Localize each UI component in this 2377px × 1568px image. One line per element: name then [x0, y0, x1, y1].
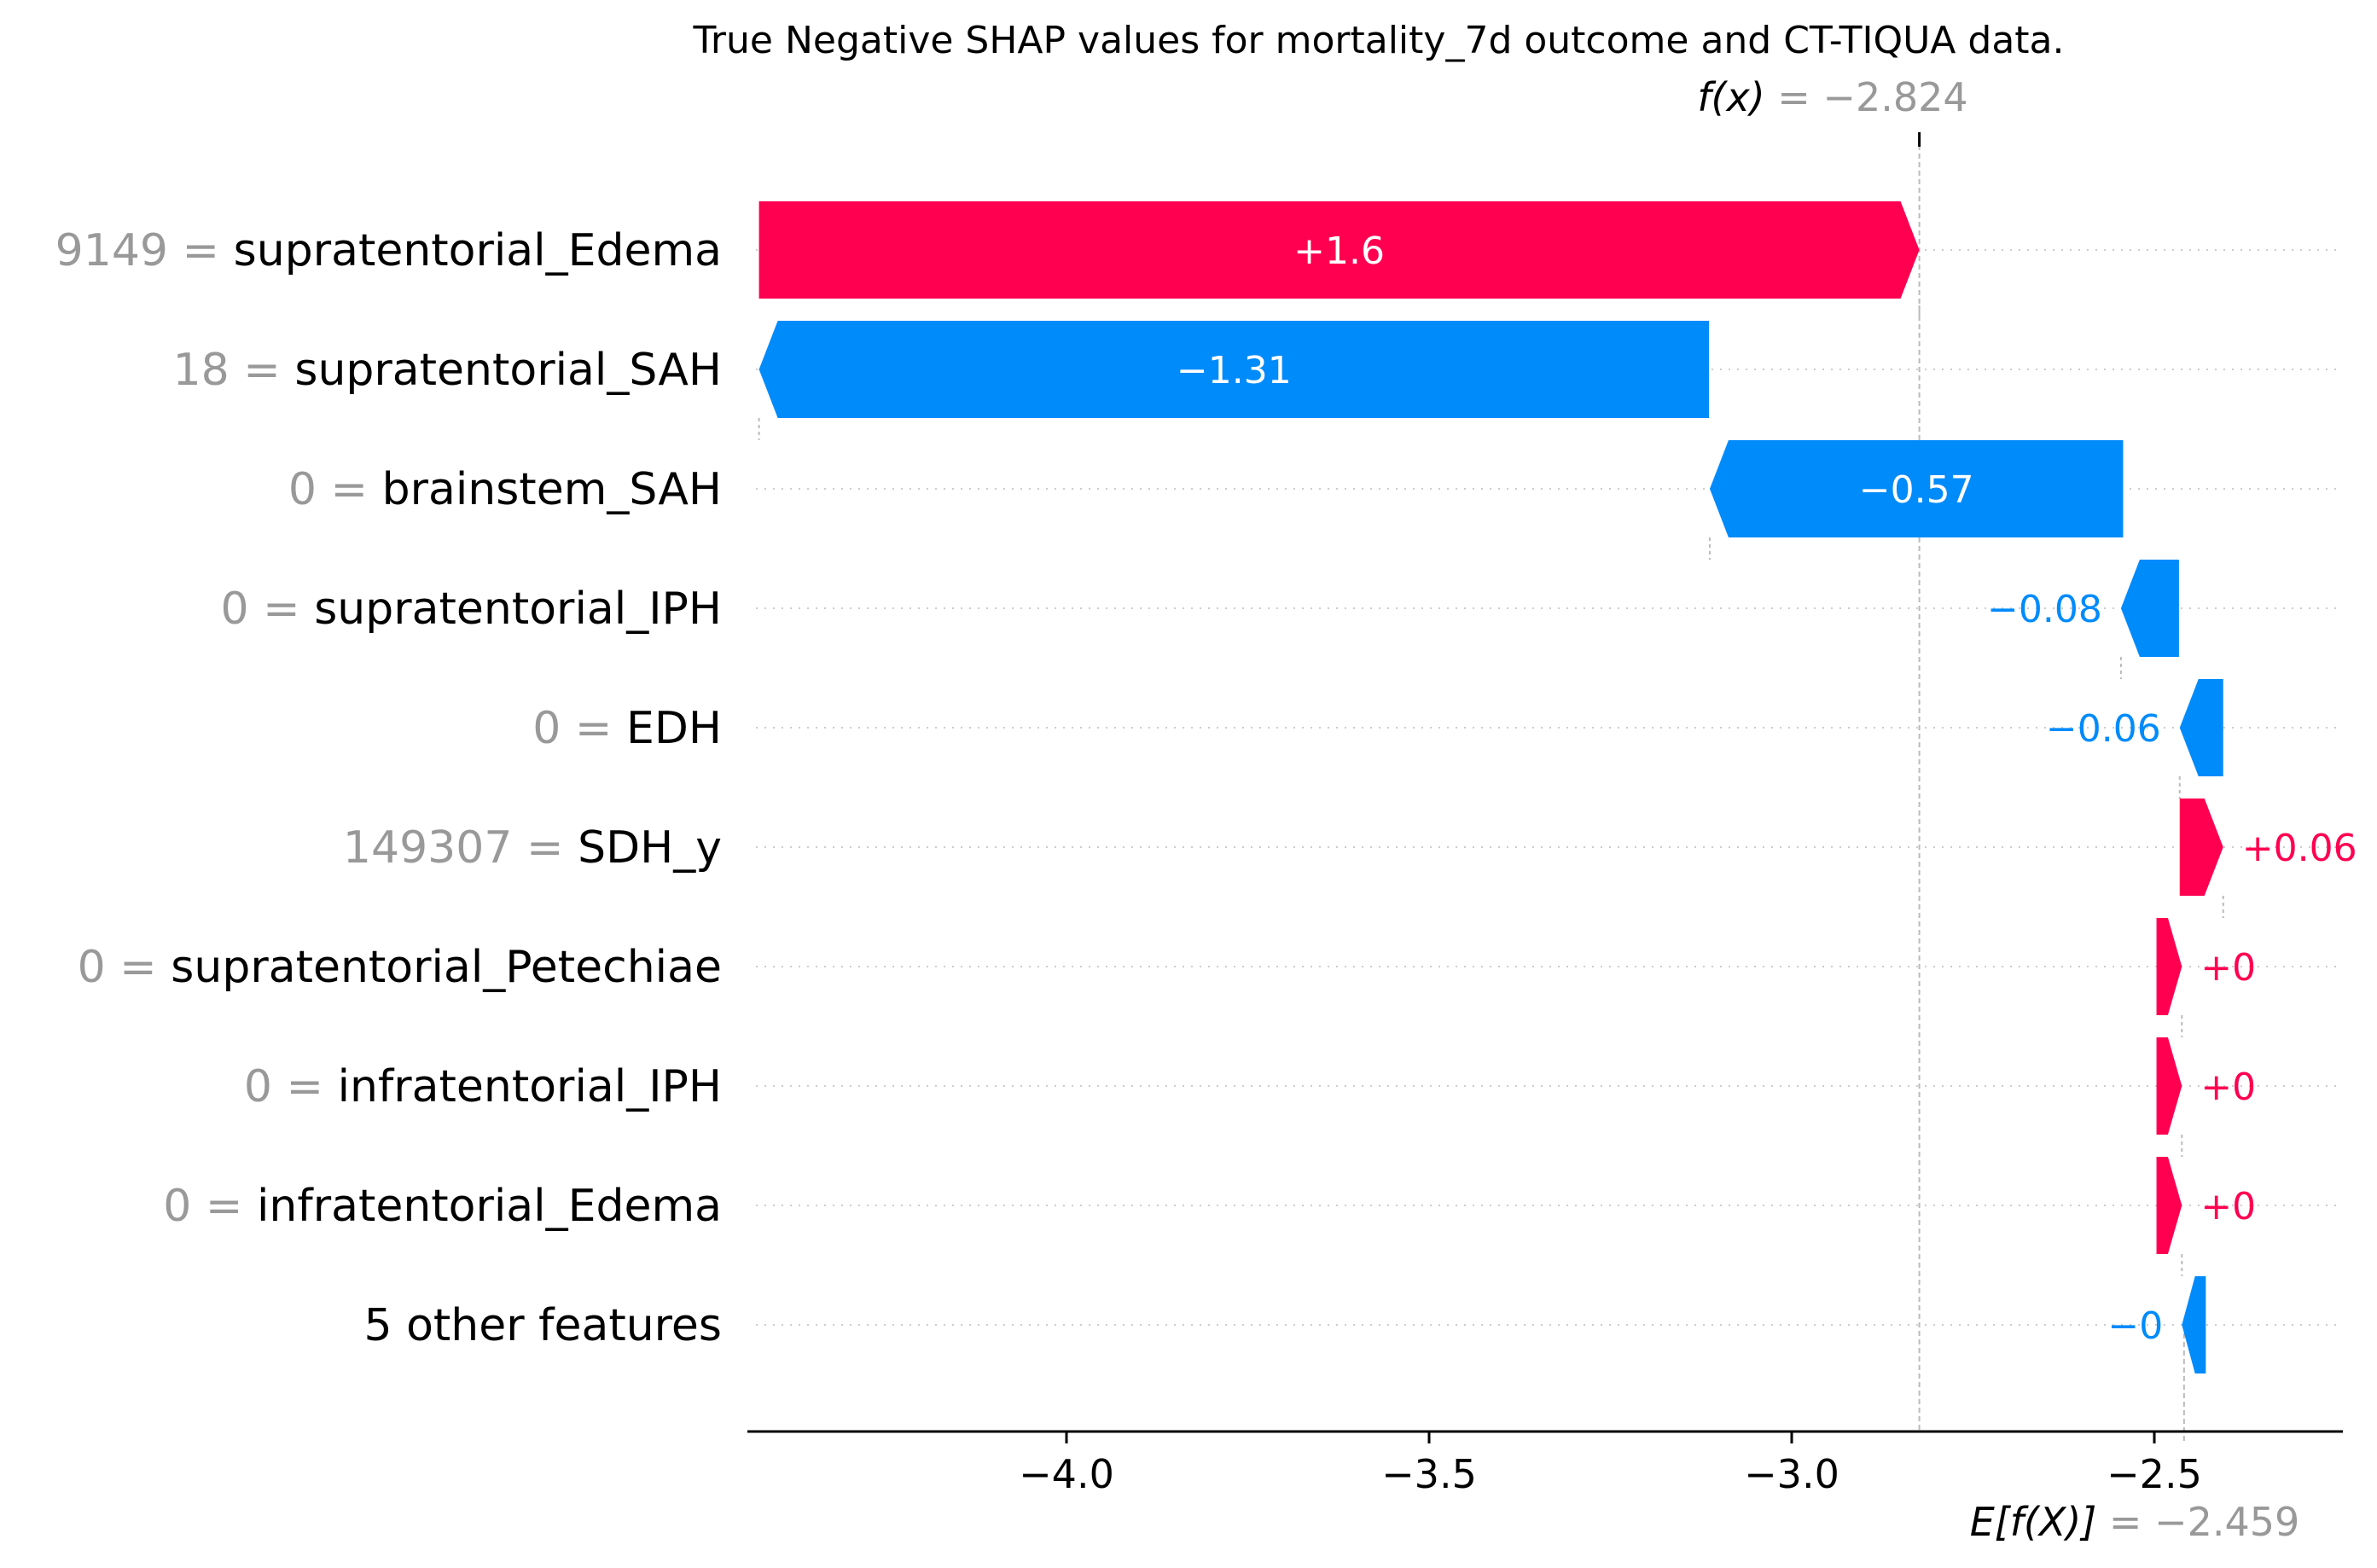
- feature-name: infratentorial_Edema: [257, 1181, 722, 1232]
- feature-name: 5 other features: [363, 1300, 722, 1351]
- bar-supratentorial-sah: [758, 321, 1710, 418]
- feature-name: supratentorial_Petechiae: [171, 942, 722, 993]
- feature-label: 0 = supratentorial_Petechiae: [78, 942, 722, 993]
- feature-name: supratentorial_SAH: [294, 345, 722, 396]
- feature-label: 0 = EDH: [532, 703, 722, 754]
- feature-value: 0 =: [288, 464, 382, 515]
- feature-value: 149307 =: [343, 822, 578, 874]
- bar-value-label: +0: [2200, 946, 2256, 990]
- feature-label: 5 other features: [363, 1300, 722, 1351]
- feature-label: 0 = infratentorial_IPH: [244, 1061, 722, 1112]
- x-tick-label: −2.5: [2107, 1451, 2202, 1497]
- base-label: E[f(X)]: [1970, 1499, 2097, 1545]
- y-axis-labels: 9149 = supratentorial_Edema 18 = supraten…: [55, 225, 722, 1351]
- bar-5-other-features: [2182, 1276, 2206, 1373]
- bar-value-label: +0: [2200, 1066, 2256, 1109]
- bar-brainstem-sah: [1709, 440, 2124, 537]
- base-value-annotation: E[f(X)] = −2.459: [1970, 1499, 2300, 1545]
- feature-name: brainstem_SAH: [382, 464, 722, 515]
- bar-edh: [2179, 679, 2223, 776]
- feature-value: 9149 =: [55, 225, 234, 276]
- output-label: f(x): [1697, 74, 1764, 120]
- reference-lines: [758, 132, 2224, 1443]
- feature-label: 18 = supratentorial_SAH: [173, 345, 722, 396]
- feature-label: 9149 = supratentorial_Edema: [55, 225, 722, 276]
- bar-value-label: +0: [2200, 1185, 2256, 1228]
- x-tick-label: −3.0: [1744, 1451, 1839, 1497]
- bar-value-label: +1.6: [1293, 229, 1385, 273]
- feature-value: 0 =: [244, 1061, 338, 1112]
- feature-label: 0 = brainstem_SAH: [288, 464, 722, 515]
- feature-label: 149307 = SDH_y: [343, 822, 722, 874]
- bar-value-label: −0.06: [2046, 707, 2161, 751]
- bar-supratentorial-iph: [2120, 560, 2179, 657]
- feature-label: 0 = infratentorial_Edema: [163, 1181, 722, 1232]
- base-value-text: = −2.459: [2109, 1499, 2299, 1545]
- bar-value-label: −1.31: [1177, 349, 1292, 392]
- bar-infratentorial-iph: [2156, 1037, 2182, 1135]
- feature-name: EDH: [626, 703, 722, 754]
- bar-infratentorial-edema: [2156, 1157, 2182, 1254]
- feature-value: 0 =: [532, 703, 626, 754]
- feature-label: 0 = supratentorial_IPH: [221, 584, 723, 635]
- feature-name: SDH_y: [578, 822, 722, 874]
- x-tick-label: −4.0: [1019, 1451, 1114, 1497]
- x-axis: −4.0 −3.5 −3.0 −2.5: [747, 1430, 2343, 1497]
- feature-value: 0 =: [221, 584, 315, 635]
- bar-value-label: +0.06: [2242, 827, 2357, 870]
- feature-name: supratentorial_IPH: [314, 584, 722, 635]
- feature-value: 0 =: [78, 942, 171, 993]
- chart-title: True Negative SHAP values for mortality_…: [693, 19, 2065, 62]
- bar-sdh-y: [2179, 799, 2223, 896]
- bar-supratentorial-petechiae: [2156, 918, 2182, 1015]
- bar-value-label: −0: [2107, 1304, 2163, 1348]
- bars: +1.6 −1.31 −0.57 −0.08 −0.06 +0.06 +0 +0 +0 −0: [758, 201, 2357, 1373]
- bar-value-label: −0.57: [1859, 468, 1974, 512]
- feature-name: infratentorial_IPH: [338, 1061, 722, 1112]
- bar-supratentorial-edema: [758, 201, 1920, 299]
- x-tick-label: −3.5: [1381, 1451, 1477, 1497]
- feature-name: supratentorial_Edema: [234, 225, 722, 276]
- bar-value-label: −0.08: [1987, 588, 2102, 631]
- output-value-annotation: f(x) = −2.824: [1697, 74, 1967, 120]
- output-value-text: = −2.824: [1777, 74, 1967, 120]
- feature-value: 0 =: [163, 1181, 257, 1232]
- feature-value: 18 =: [173, 345, 295, 396]
